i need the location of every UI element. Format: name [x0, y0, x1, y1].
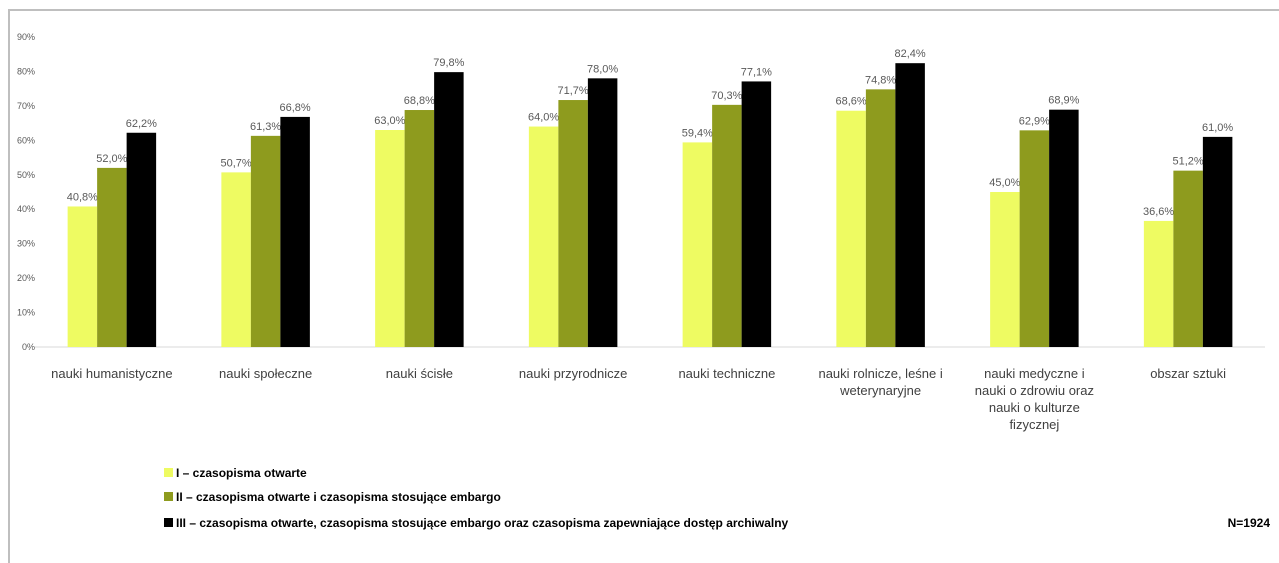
data-label: 62,9%: [1019, 115, 1050, 127]
bar: [865, 89, 896, 347]
data-label: 77,1%: [741, 66, 772, 78]
y-tick-label: 10%: [17, 308, 35, 318]
data-label: 71,7%: [558, 85, 589, 97]
x-tick-label-line: nauki ścisłe: [386, 366, 453, 381]
data-label: 40,8%: [67, 191, 98, 203]
bar: [434, 72, 464, 347]
data-label: 61,0%: [1202, 122, 1233, 134]
data-label: 36,6%: [1143, 206, 1174, 218]
y-tick-label: 90%: [17, 32, 35, 42]
data-label: 59,4%: [682, 127, 713, 139]
bar: [682, 142, 713, 347]
data-label: 63,0%: [374, 115, 405, 127]
bar: [1049, 109, 1079, 347]
bar: [126, 132, 157, 347]
x-tick-label-line: nauki społeczne: [219, 366, 312, 381]
y-tick-label: 50%: [17, 170, 35, 180]
legend-swatch: [164, 468, 173, 477]
data-label: 61,3%: [250, 121, 281, 133]
y-tick-label: 70%: [17, 101, 35, 111]
bar: [1143, 220, 1174, 347]
legend-label: I – czasopisma otwarte: [176, 466, 307, 480]
data-label: 51,2%: [1173, 156, 1204, 168]
bar: [1173, 170, 1203, 347]
data-label: 45,0%: [989, 177, 1020, 189]
data-label: 68,8%: [404, 95, 435, 107]
x-tick-label: nauki medyczne i nauki o zdrowiu oraz nauk…: [975, 366, 1094, 432]
bar: [558, 100, 588, 348]
bar: [221, 172, 251, 347]
data-label: 68,6%: [836, 96, 867, 108]
y-tick-label: 60%: [17, 135, 35, 145]
x-tick-label: nauki przyrodnicze: [519, 366, 627, 381]
y-tick-label: 20%: [17, 273, 35, 283]
data-label: 79,8%: [433, 57, 464, 69]
bar: [97, 167, 127, 347]
x-tick-label: nauki techniczne: [678, 366, 775, 381]
data-label: 82,4%: [895, 48, 926, 60]
bar: [250, 135, 281, 347]
data-label: 64,0%: [528, 112, 559, 124]
x-tick-label-line: weterynaryjne: [839, 383, 921, 398]
x-tick-label-line: nauki medyczne i: [984, 366, 1085, 381]
bar: [836, 110, 866, 347]
x-tick-label-line: nauki humanistyczne: [51, 366, 172, 381]
x-tick-label-line: nauki przyrodnicze: [519, 366, 627, 381]
bar: [528, 126, 559, 347]
bar: [1019, 130, 1050, 347]
data-label: 66,8%: [280, 102, 311, 114]
x-tick-label: nauki rolnicze, leśne i weterynaryjne: [818, 366, 942, 398]
chart-frame: [8, 9, 1279, 563]
y-tick-label: 40%: [17, 204, 35, 214]
bar: [67, 206, 98, 347]
bar: [895, 63, 925, 348]
x-tick-label-line: obszar sztuki: [1150, 366, 1226, 381]
legend-label: II – czasopisma otwarte i czasopisma sto…: [176, 490, 501, 504]
x-tick-label-line: nauki techniczne: [678, 366, 775, 381]
legend-swatch: [164, 518, 173, 527]
data-label: 78,0%: [587, 63, 618, 75]
data-label: 52,0%: [96, 153, 127, 165]
bar: [375, 130, 405, 347]
x-tick-label: nauki społeczne: [219, 366, 312, 381]
bar: [587, 78, 618, 347]
legend-swatch: [164, 492, 173, 501]
bar: [990, 192, 1020, 347]
legend-label: III – czasopisma otwarte, czasopisma sto…: [176, 516, 789, 530]
x-tick-label-line: nauki rolnicze, leśne i: [818, 366, 942, 381]
bar: [280, 116, 310, 348]
y-tick-label: 30%: [17, 239, 35, 249]
bar: [1202, 136, 1233, 347]
data-label: 74,8%: [865, 74, 896, 86]
data-label: 50,7%: [221, 157, 252, 169]
x-tick-label-line: nauki o zdrowiu oraz: [975, 383, 1094, 398]
bar: [712, 104, 742, 347]
x-tick-label: nauki humanistyczne: [51, 366, 172, 381]
x-tick-label: nauki ścisłe: [386, 366, 453, 381]
x-tick-label: obszar sztuki: [1150, 366, 1226, 381]
y-tick-label: 80%: [17, 66, 35, 76]
data-label: 68,9%: [1048, 95, 1079, 107]
y-tick-label: 0%: [22, 342, 35, 352]
bar: [404, 110, 435, 348]
data-label: 62,2%: [126, 118, 157, 130]
x-tick-label-line: nauki o kulturze: [989, 400, 1080, 415]
sample-size-note: N=1924: [1228, 516, 1271, 530]
x-tick-label-line: fizycznej: [1009, 417, 1059, 432]
data-label: 70,3%: [711, 90, 742, 102]
bar: [741, 81, 772, 347]
